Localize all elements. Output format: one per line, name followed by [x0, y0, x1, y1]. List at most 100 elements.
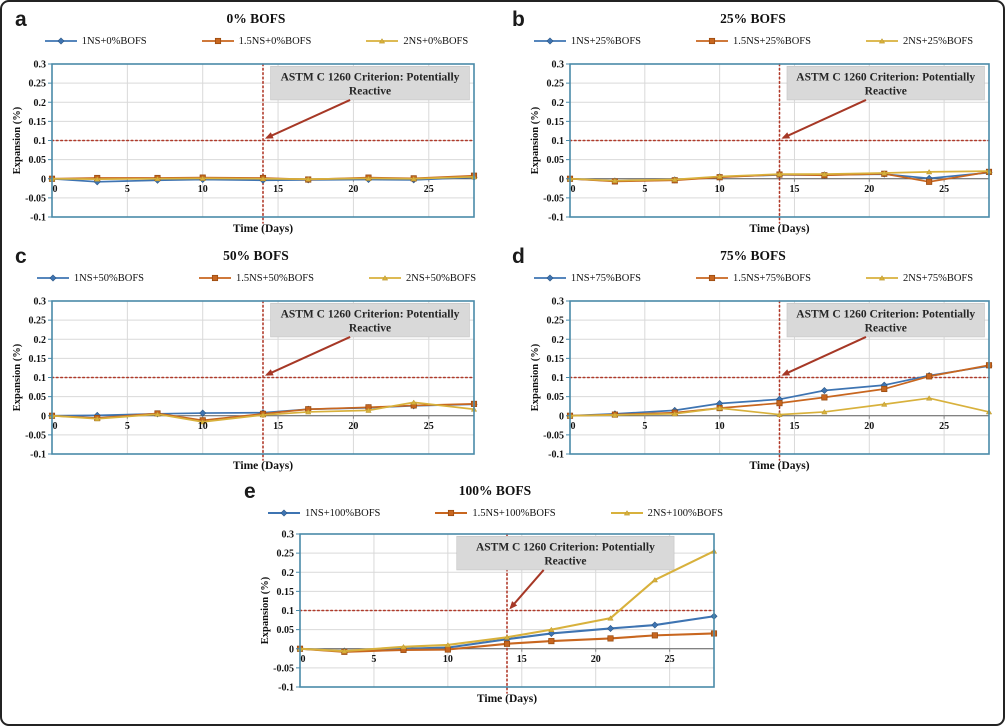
y-axis-label: Expansion (%) — [530, 106, 541, 174]
chart-legend: 1NS+50%BOFS 1.5NS+50%BOFS 2NS+50%BOFS — [10, 269, 502, 287]
annotation-text-line1: ASTM C 1260 Criterion: Potentially — [281, 308, 460, 320]
y-axis-label: Expansion (%) — [12, 343, 23, 411]
data-point-marker — [926, 373, 933, 380]
x-tick-label: 25 — [665, 654, 675, 665]
plot-area: ASTM C 1260 Criterion: Potentially Reacti… — [12, 297, 478, 472]
annotation-arrow — [782, 99, 867, 139]
x-tick-label: 20 — [864, 184, 874, 195]
y-tick-label: -0.05 — [543, 193, 564, 204]
data-point-marker — [503, 634, 511, 640]
y-tick-label: 0.15 — [29, 117, 47, 128]
x-tick-label: 15 — [789, 184, 799, 195]
data-point-marker — [410, 399, 417, 405]
plot-area: ASTM C 1260 Criterion: Potentially Reacti… — [530, 60, 993, 235]
data-point-marker — [444, 642, 451, 648]
legend-marker-diamond — [36, 274, 69, 282]
plot-area: ASTM C 1260 Criterion: Potentially Reacti… — [12, 60, 478, 235]
data-point-marker — [881, 401, 888, 407]
legend-label: 1NS+50%BOFS — [73, 272, 144, 284]
x-tick-label: 10 — [198, 184, 208, 195]
y-tick-label: 0 — [289, 644, 294, 655]
data-point-marker — [820, 386, 828, 395]
x-tick-label: 5 — [371, 654, 376, 665]
panel-letter: a — [15, 8, 27, 31]
y-tick-label: 0.25 — [29, 79, 47, 90]
y-tick-label: -0.05 — [273, 663, 294, 674]
legend-label: 1NS+100%BOFS — [305, 507, 381, 519]
data-point-marker — [199, 418, 206, 425]
data-point-marker — [259, 412, 267, 418]
x-tick-label: 5 — [125, 421, 130, 432]
y-tick-label: -0.1 — [278, 683, 294, 694]
y-tick-label: 0.25 — [547, 79, 565, 90]
y-tick-label: 0 — [41, 411, 46, 422]
legend-item: 2NS+0%BOFS — [365, 35, 468, 47]
y-tick-label: 0.3 — [552, 60, 565, 71]
y-tick-label: 0.15 — [29, 354, 47, 365]
data-point-marker — [305, 176, 312, 182]
chart-title: 25% BOFS — [720, 11, 786, 26]
plot-area: ASTM C 1260 Criterion: Potentially Reacti… — [260, 530, 718, 705]
annotation-box — [270, 302, 470, 338]
legend-label: 1.5NS+100%BOFS — [472, 507, 556, 519]
y-axis-label: Expansion (%) — [260, 576, 271, 644]
chart-title: 75% BOFS — [720, 248, 786, 263]
legend-label: 2NS+50%BOFS — [405, 272, 477, 284]
chart-legend: 1NS+75%BOFS 1.5NS+75%BOFS 2NS+75%BOFS — [507, 269, 999, 287]
x-axis-label: Time (Days) — [233, 223, 293, 235]
data-point-marker — [651, 577, 658, 583]
y-tick-label: 0.05 — [547, 155, 565, 166]
chart-title: 0% BOFS — [226, 11, 286, 26]
data-point-marker — [611, 177, 619, 184]
annotation-arrowhead — [509, 601, 518, 610]
x-tick-label: 15 — [273, 421, 283, 432]
y-tick-label: 0.2 — [552, 98, 565, 109]
y-tick-label: 0.1 — [552, 136, 565, 147]
x-tick-label: 5 — [642, 184, 647, 195]
annotation-arrow — [266, 336, 351, 376]
x-tick-label: 0 — [53, 184, 58, 195]
legend-marker-square — [435, 509, 468, 517]
legend-item: 1.5NS+0%BOFS — [201, 35, 311, 47]
y-tick-label: -0.1 — [30, 450, 46, 461]
x-tick-label: 5 — [125, 184, 130, 195]
legend-item: 2NS+50%BOFS — [368, 272, 476, 284]
y-tick-label: 0.3 — [552, 297, 565, 308]
chart-legend: 1NS+100%BOFS 1.5NS+100%BOFS 2NS+100%BOFS — [239, 504, 751, 522]
x-tick-label: 10 — [715, 184, 725, 195]
x-tick-label: 5 — [642, 421, 647, 432]
data-point-marker — [341, 648, 348, 654]
y-tick-label: -0.05 — [25, 430, 46, 441]
data-point-marker — [776, 411, 783, 417]
x-tick-label: 10 — [443, 654, 453, 665]
legend-label: 2NS+25%BOFS — [902, 35, 974, 47]
panel-d: d 75% BOFS 1NS+75%BOFS 1.5NS+75%BOFS 2NS+75%… — [507, 245, 999, 477]
data-point-marker — [365, 175, 372, 181]
x-tick-label: 10 — [715, 421, 725, 432]
annotation-arrow — [509, 569, 545, 609]
data-point-marker — [821, 394, 828, 401]
legend-item: 1NS+75%BOFS — [533, 272, 641, 284]
data-point-marker — [716, 405, 723, 411]
x-tick-label: 0 — [301, 654, 306, 665]
data-point-marker — [881, 170, 888, 176]
y-tick-label: 0.3 — [282, 530, 295, 541]
y-tick-label: 0.2 — [34, 335, 47, 346]
y-axis-label: Expansion (%) — [530, 343, 541, 411]
y-tick-label: 0.2 — [34, 98, 47, 109]
data-point-marker — [926, 178, 933, 185]
legend-label: 2NS+100%BOFS — [647, 507, 723, 519]
annotation-arrowhead — [781, 369, 791, 376]
legend-label: 1NS+25%BOFS — [570, 35, 641, 47]
data-point-marker — [547, 629, 555, 637]
legend-item: 1NS+0%BOFS — [44, 35, 147, 47]
data-point-marker — [776, 400, 783, 407]
x-tick-label: 15 — [789, 421, 799, 432]
y-tick-label: 0.15 — [277, 587, 295, 598]
annotation-text-line2: Reactive — [865, 322, 907, 334]
legend-label: 1.5NS+50%BOFS — [236, 272, 314, 284]
annotation-text-line2: Reactive — [349, 322, 391, 334]
legend-item: 1NS+50%BOFS — [36, 272, 144, 284]
legend-marker-diamond — [44, 37, 77, 45]
